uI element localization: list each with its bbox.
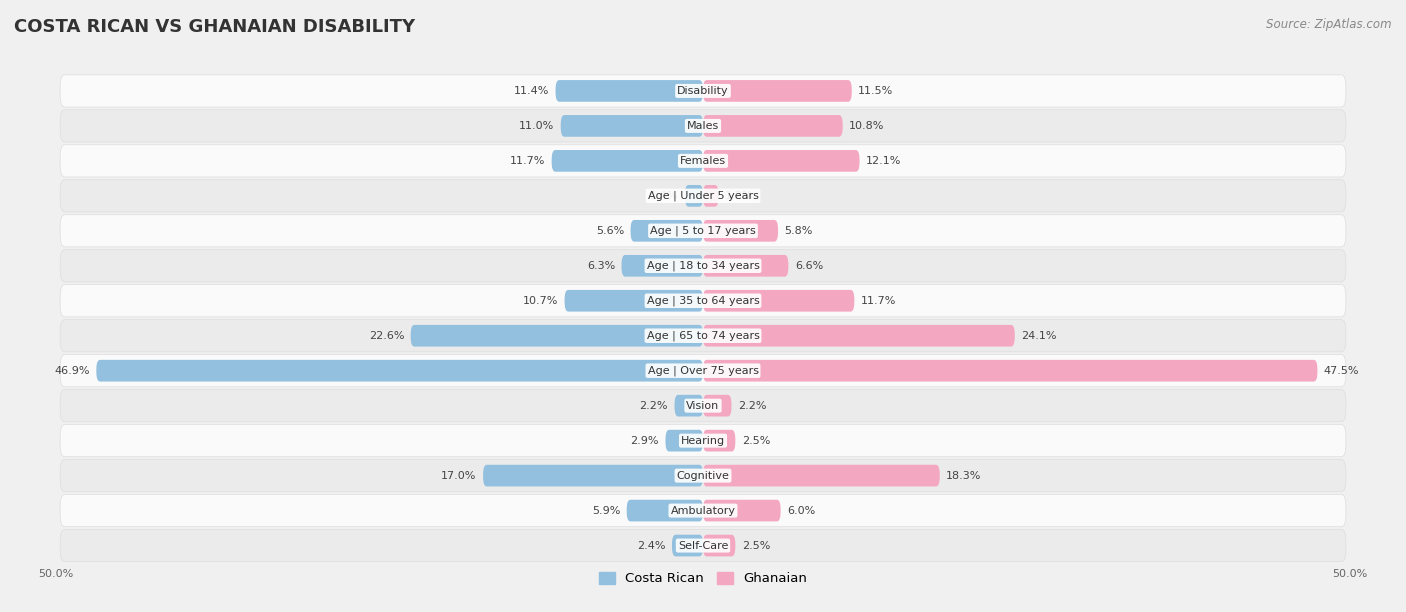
Text: Hearing: Hearing — [681, 436, 725, 446]
FancyBboxPatch shape — [621, 255, 703, 277]
FancyBboxPatch shape — [703, 430, 735, 452]
Text: Disability: Disability — [678, 86, 728, 96]
FancyBboxPatch shape — [555, 80, 703, 102]
Text: Source: ZipAtlas.com: Source: ZipAtlas.com — [1267, 18, 1392, 31]
FancyBboxPatch shape — [703, 500, 780, 521]
FancyBboxPatch shape — [60, 390, 1346, 422]
Text: 5.8%: 5.8% — [785, 226, 813, 236]
Text: Ambulatory: Ambulatory — [671, 506, 735, 515]
Text: 2.4%: 2.4% — [637, 540, 665, 551]
Text: 11.0%: 11.0% — [519, 121, 554, 131]
FancyBboxPatch shape — [703, 395, 731, 417]
FancyBboxPatch shape — [703, 465, 939, 487]
Text: 5.9%: 5.9% — [592, 506, 620, 515]
FancyBboxPatch shape — [60, 354, 1346, 387]
Text: 10.7%: 10.7% — [523, 296, 558, 306]
Text: Self-Care: Self-Care — [678, 540, 728, 551]
FancyBboxPatch shape — [561, 115, 703, 136]
FancyBboxPatch shape — [60, 529, 1346, 562]
Text: 2.2%: 2.2% — [640, 401, 668, 411]
FancyBboxPatch shape — [703, 255, 789, 277]
Text: 5.6%: 5.6% — [596, 226, 624, 236]
Text: Age | 18 to 34 years: Age | 18 to 34 years — [647, 261, 759, 271]
Text: Age | Over 75 years: Age | Over 75 years — [648, 365, 758, 376]
Text: 1.4%: 1.4% — [650, 191, 679, 201]
Text: 18.3%: 18.3% — [946, 471, 981, 480]
Text: 2.9%: 2.9% — [630, 436, 659, 446]
Text: 47.5%: 47.5% — [1324, 366, 1360, 376]
FancyBboxPatch shape — [551, 150, 703, 172]
Text: Cognitive: Cognitive — [676, 471, 730, 480]
Text: 24.1%: 24.1% — [1021, 330, 1057, 341]
Text: 46.9%: 46.9% — [55, 366, 90, 376]
Text: 11.5%: 11.5% — [858, 86, 893, 96]
Text: Age | 65 to 74 years: Age | 65 to 74 years — [647, 330, 759, 341]
Text: 11.4%: 11.4% — [513, 86, 550, 96]
Text: 6.0%: 6.0% — [787, 506, 815, 515]
FancyBboxPatch shape — [60, 110, 1346, 142]
Text: 17.0%: 17.0% — [441, 471, 477, 480]
FancyBboxPatch shape — [703, 185, 718, 207]
Text: 6.6%: 6.6% — [794, 261, 823, 271]
Text: 22.6%: 22.6% — [368, 330, 404, 341]
FancyBboxPatch shape — [703, 220, 778, 242]
FancyBboxPatch shape — [675, 395, 703, 417]
Text: 12.1%: 12.1% — [866, 156, 901, 166]
FancyBboxPatch shape — [665, 430, 703, 452]
FancyBboxPatch shape — [411, 325, 703, 346]
FancyBboxPatch shape — [60, 460, 1346, 491]
FancyBboxPatch shape — [565, 290, 703, 312]
Text: 2.5%: 2.5% — [742, 436, 770, 446]
FancyBboxPatch shape — [703, 360, 1317, 381]
Text: Females: Females — [681, 156, 725, 166]
FancyBboxPatch shape — [672, 535, 703, 556]
FancyBboxPatch shape — [97, 360, 703, 381]
FancyBboxPatch shape — [60, 215, 1346, 247]
FancyBboxPatch shape — [627, 500, 703, 521]
FancyBboxPatch shape — [484, 465, 703, 487]
Text: 2.5%: 2.5% — [742, 540, 770, 551]
FancyBboxPatch shape — [60, 494, 1346, 527]
FancyBboxPatch shape — [703, 150, 859, 172]
Text: Age | Under 5 years: Age | Under 5 years — [648, 190, 758, 201]
Text: 1.2%: 1.2% — [725, 191, 754, 201]
Text: 11.7%: 11.7% — [860, 296, 896, 306]
FancyBboxPatch shape — [703, 325, 1015, 346]
FancyBboxPatch shape — [60, 285, 1346, 317]
Text: Vision: Vision — [686, 401, 720, 411]
Text: COSTA RICAN VS GHANAIAN DISABILITY: COSTA RICAN VS GHANAIAN DISABILITY — [14, 18, 415, 36]
Text: Males: Males — [688, 121, 718, 131]
FancyBboxPatch shape — [60, 250, 1346, 282]
FancyBboxPatch shape — [630, 220, 703, 242]
Text: 2.2%: 2.2% — [738, 401, 766, 411]
Text: Age | 5 to 17 years: Age | 5 to 17 years — [650, 226, 756, 236]
Text: 10.8%: 10.8% — [849, 121, 884, 131]
Legend: Costa Rican, Ghanaian: Costa Rican, Ghanaian — [593, 567, 813, 591]
FancyBboxPatch shape — [703, 80, 852, 102]
FancyBboxPatch shape — [703, 535, 735, 556]
Text: Age | 35 to 64 years: Age | 35 to 64 years — [647, 296, 759, 306]
FancyBboxPatch shape — [703, 115, 842, 136]
FancyBboxPatch shape — [60, 75, 1346, 107]
FancyBboxPatch shape — [703, 290, 855, 312]
FancyBboxPatch shape — [60, 180, 1346, 212]
Text: 6.3%: 6.3% — [586, 261, 614, 271]
FancyBboxPatch shape — [60, 425, 1346, 457]
FancyBboxPatch shape — [685, 185, 703, 207]
Text: 11.7%: 11.7% — [510, 156, 546, 166]
FancyBboxPatch shape — [60, 319, 1346, 352]
FancyBboxPatch shape — [60, 145, 1346, 177]
